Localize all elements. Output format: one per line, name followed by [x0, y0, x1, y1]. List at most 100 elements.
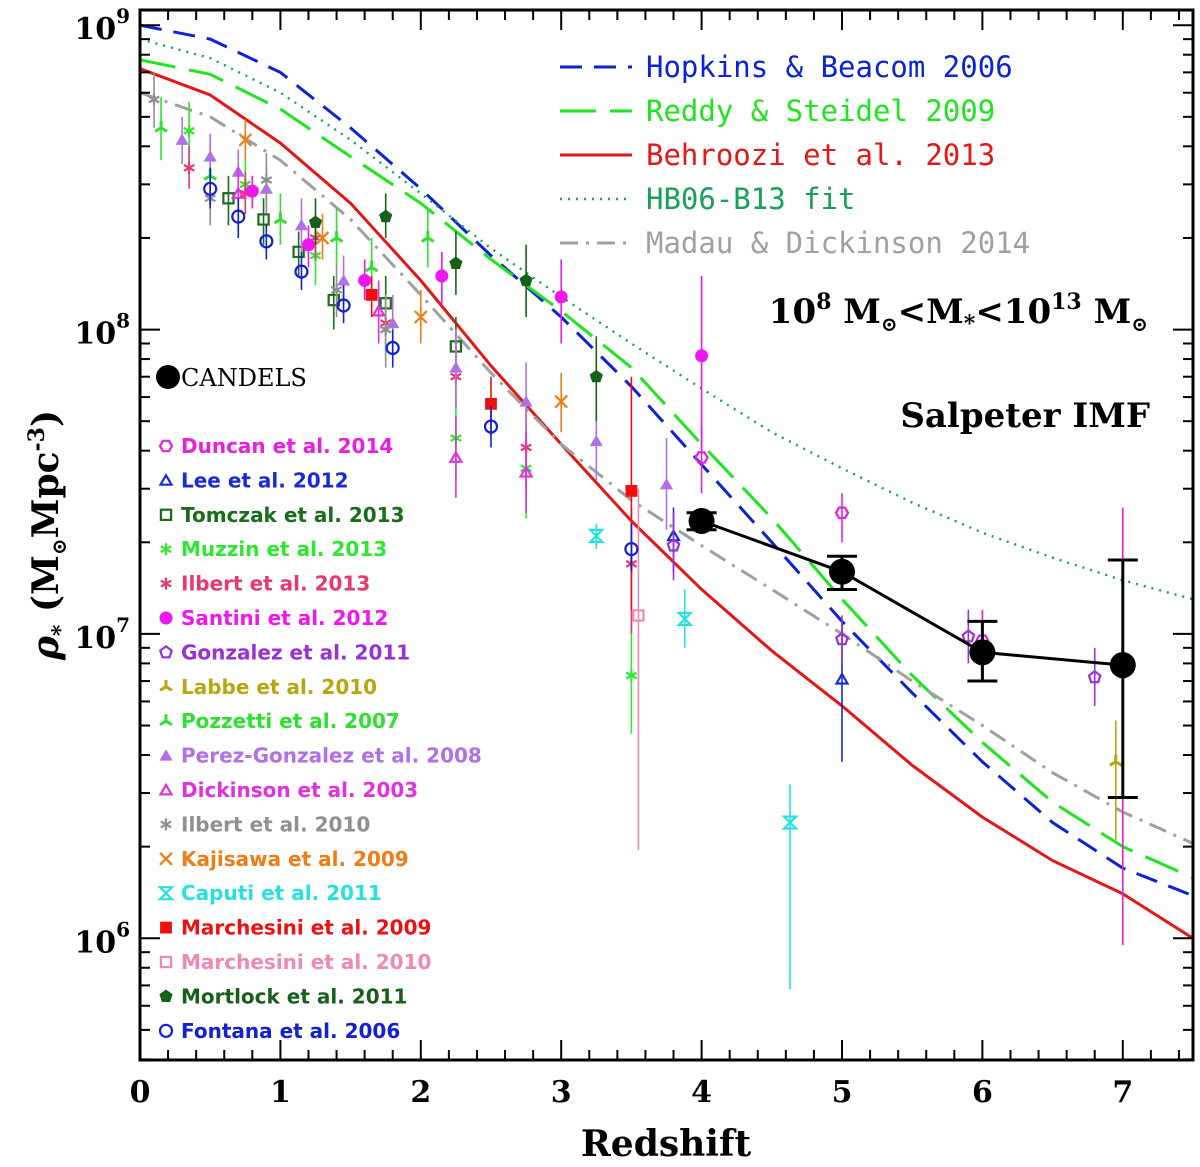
data-point: [308, 215, 323, 228]
mass-range-annotation: 108 M⊙<M*<1013 M⊙: [769, 289, 1148, 337]
data-point: [834, 506, 850, 520]
series-labbe-et-al-2010: [1109, 720, 1123, 841]
data-point: [676, 611, 694, 627]
data-point: [365, 288, 378, 301]
data-point: [589, 369, 603, 383]
y-tick-label: 108: [74, 309, 130, 352]
legend-label-gonzalez-et-al-2011: Gonzalez et al. 2011: [181, 640, 410, 664]
axis-ticks: [139, 10, 1193, 1061]
legend-marker-perez-gonzalez-et-al-2008: [159, 749, 173, 761]
series-pozzetti-et-al-2007: [154, 97, 435, 295]
data-point: [230, 186, 246, 199]
legend-marker-labbe-et-al-2010: [159, 679, 173, 692]
legend-label-kajisawa-et-al-2009: Kajisawa et al. 2009: [181, 847, 409, 871]
legend-label-hopkins-beacom-2006: Hopkins & Beacom 2006: [646, 50, 1013, 84]
data-point: [301, 238, 315, 252]
data-point: [519, 273, 533, 287]
data-point: [371, 303, 387, 317]
data-point: [154, 120, 168, 133]
data-point: [175, 133, 189, 145]
data-point: [449, 256, 463, 269]
data-point: [245, 184, 259, 198]
data-point: [519, 395, 533, 407]
legend-label-ilbert-et-al-2010: Ilbert et al. 2010: [181, 812, 370, 836]
data-point: [632, 609, 645, 622]
data-point: [625, 485, 638, 497]
candels-data-point: [688, 507, 715, 534]
legend-label-caputi-et-al-2011: Caputi et al. 2011: [181, 881, 382, 905]
legend-label-tomczak-et-al-2013: Tomczak et al. 2013: [181, 503, 405, 527]
series-layer: [140, 23, 1193, 990]
data-point: [364, 260, 379, 273]
observations-legend: Duncan et al. 2014 Lee et al. 2012 Tomczak…: [157, 434, 482, 1043]
series-dickinson-et-al-2003: [230, 167, 534, 513]
data-point: [294, 218, 309, 231]
data-point: [379, 209, 393, 223]
y-axis-label: ρ* (M⊙Mpc-3): [24, 410, 74, 661]
series-caputi-et-al-2011: [587, 523, 799, 990]
legend-label-fontana-et-al-2006: Fontana et al. 2006: [181, 1019, 400, 1043]
data-point: [231, 209, 246, 224]
legend-label-labbe-et-al-2010: Labbe et al. 2010: [181, 675, 377, 699]
x-tick-label: 5: [832, 1075, 853, 1110]
y-tick-label: 106: [74, 917, 130, 960]
data-point: [449, 361, 463, 373]
legend-label-pozzetti-et-al-2007: Pozzetti et al. 2007: [181, 709, 400, 733]
legend-label-muzzin-et-al-2013: Muzzin et al. 2013: [181, 537, 387, 561]
legend-marker-santini-et-al-2012: [159, 611, 173, 625]
legend-marker-ilbert-et-al-2010: [160, 818, 172, 831]
x-axis-label: Redshift: [581, 1123, 752, 1165]
legend-marker-marchesini-et-al-2009: [160, 921, 172, 934]
legend-marker-ilbert-et-al-2013: [160, 577, 172, 590]
data-point: [483, 419, 499, 434]
candels-data-point: [969, 639, 996, 666]
data-point: [203, 150, 217, 162]
data-point: [587, 528, 605, 543]
series-kajisawa-et-al-2009: [238, 119, 568, 433]
data-point: [259, 234, 274, 249]
x-tick-label: 1: [270, 1075, 291, 1110]
legend-label-perez-gonzalez-et-al-2008: Perez-Gonzalez et al. 2008: [181, 744, 482, 768]
data-point: [1109, 754, 1123, 767]
data-point: [554, 290, 568, 304]
data-point: [435, 269, 449, 283]
data-point: [385, 340, 400, 356]
x-tick-label: 6: [972, 1075, 993, 1110]
legend-label-lee-et-al-2012: Lee et al. 2012: [181, 468, 349, 492]
legend-marker-gonzalez-et-al-2011: [159, 645, 173, 659]
legend-label-reddy-steidel-2009: Reddy & Steidel 2009: [646, 94, 995, 128]
curve-behroozi-et-al-2013: [140, 67, 1193, 940]
y-tick-labels: 106 107 108 109: [74, 4, 130, 960]
y-tick-label: 109: [74, 4, 130, 47]
legend-label-hb06-b13-fit: HB06-B13 fit: [646, 182, 856, 216]
data-point: [238, 133, 253, 147]
model-legend: Hopkins & Beacom 2006 Reddy & Steidel 200…: [560, 50, 1030, 260]
legend-marker-dickinson-et-al-2003: [158, 782, 174, 796]
data-point: [554, 394, 568, 409]
data-point: [330, 283, 343, 296]
data-point: [294, 264, 309, 279]
curve-madau-dickinson-2014: [140, 91, 1193, 845]
data-point: [386, 316, 400, 329]
data-point: [421, 230, 435, 243]
data-point: [257, 213, 270, 226]
data-point: [961, 629, 976, 643]
candels-data-point: [1109, 652, 1136, 679]
legend-label-marchesini-et-al-2009: Marchesini et al. 2009: [181, 916, 431, 940]
series-lee-et-al-2012: [666, 507, 850, 762]
data-point: [379, 323, 392, 336]
data-point: [315, 231, 330, 245]
data-point: [336, 298, 351, 313]
data-point: [273, 212, 288, 225]
legend-marker-duncan-et-al-2014: [158, 439, 174, 453]
legend-label-ilbert-et-al-2013: Ilbert et al. 2013: [181, 572, 370, 596]
x-tick-label: 0: [130, 1075, 151, 1110]
legend-label-behroozi-et-al-2013: Behroozi et al. 2013: [646, 138, 995, 172]
candels-line: [701, 519, 1123, 667]
data-point: [292, 245, 305, 259]
data-point: [203, 181, 218, 196]
legend-marker-fontana-et-al-2006: [158, 1023, 174, 1038]
data-point: [358, 273, 372, 287]
legend-marker-caputi-et-al-2011: [157, 886, 175, 901]
